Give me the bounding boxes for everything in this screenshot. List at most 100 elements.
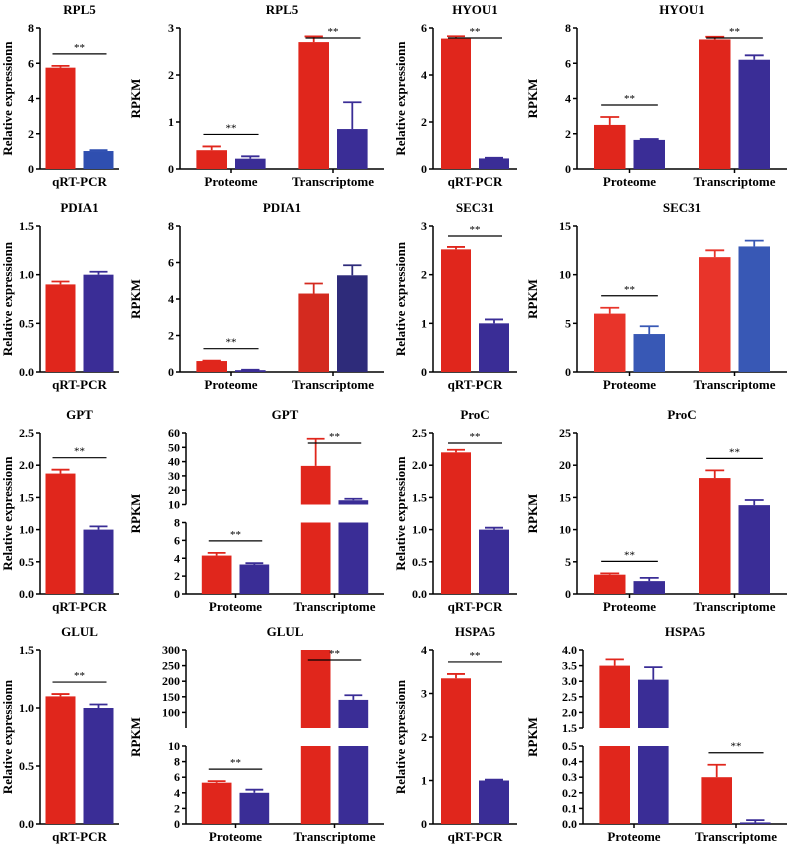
y-axis-label: RPKM bbox=[128, 494, 143, 534]
category-label: qRT-PCR bbox=[52, 829, 107, 844]
category-label: Proteome bbox=[209, 599, 262, 614]
category-label: qRT-PCR bbox=[448, 599, 503, 614]
bar bbox=[300, 465, 331, 505]
chart-rpl5-rpkm: RPL5 RPKM 0 1 2 3 Proteome ** Transcriptome ** bbox=[128, 2, 384, 189]
category-label: Proteome bbox=[204, 377, 257, 392]
significance-label: ** bbox=[470, 431, 481, 443]
y-tick-label: 0.5 bbox=[19, 555, 34, 569]
chart-title: GLUL bbox=[61, 624, 98, 639]
y-tick-label: 8 bbox=[168, 219, 174, 233]
category-label: Transcriptome bbox=[693, 174, 775, 189]
category-label: Transcriptome bbox=[293, 829, 375, 844]
bar bbox=[699, 257, 731, 372]
category-label: Proteome bbox=[603, 599, 656, 614]
bar bbox=[337, 129, 368, 169]
y-tick-label: 1 bbox=[168, 115, 174, 129]
category-label: Transcriptome bbox=[693, 377, 775, 392]
category-label: Transcriptome bbox=[693, 599, 775, 614]
y-axis-label: RPKM bbox=[128, 79, 143, 119]
bar bbox=[599, 746, 630, 824]
y-tick-label: 3 bbox=[421, 219, 427, 233]
bar bbox=[45, 473, 76, 594]
bar bbox=[298, 293, 329, 372]
y-tick-label: 1.5 bbox=[562, 721, 577, 735]
y-tick-label: 0.0 bbox=[19, 817, 34, 831]
bar bbox=[338, 699, 369, 728]
y-tick-label: 25 bbox=[559, 426, 571, 440]
significance-label: ** bbox=[624, 284, 635, 296]
bar bbox=[196, 150, 227, 169]
y-tick-label: 250 bbox=[162, 659, 180, 673]
y-axis-label: RPKM bbox=[525, 79, 540, 119]
chart-proc-rpkm: ProC RPKM 0 5 10 15 20 25 Proteome ** Transcriptom… bbox=[525, 407, 787, 614]
y-tick-label: 300 bbox=[162, 643, 180, 657]
y-tick-label: 20 bbox=[559, 458, 571, 472]
y-tick-label: 4 bbox=[421, 68, 427, 82]
y-tick-label: 6 bbox=[421, 21, 427, 35]
bar bbox=[633, 334, 665, 372]
y-axis-label: RPKM bbox=[128, 279, 143, 319]
category-label: Proteome bbox=[607, 829, 660, 844]
significance-label: ** bbox=[470, 650, 481, 662]
bar bbox=[699, 39, 731, 169]
y-tick-label: 1.5 bbox=[19, 643, 34, 657]
category-label: qRT-PCR bbox=[52, 377, 107, 392]
bar bbox=[201, 555, 232, 594]
y-tick-label: 2 bbox=[168, 329, 174, 343]
y-axis-label: Relative expressionn bbox=[0, 241, 15, 356]
y-axis-label: RPKM bbox=[525, 494, 540, 534]
y-tick-label: 0 bbox=[174, 587, 180, 601]
chart-title: SEC31 bbox=[663, 200, 701, 215]
significance-label: ** bbox=[729, 446, 740, 458]
bar bbox=[738, 59, 770, 169]
chart-title: SEC31 bbox=[456, 200, 494, 215]
bar bbox=[633, 581, 665, 594]
y-tick-label: 0 bbox=[565, 365, 571, 379]
bar bbox=[738, 505, 770, 594]
y-tick-label: 0.0 bbox=[562, 817, 577, 831]
y-tick-label: 0.3 bbox=[562, 770, 577, 784]
y-axis-label: RPKM bbox=[525, 717, 540, 757]
bar bbox=[479, 529, 509, 594]
chart-hyou1-qrt: HYOU1 Relative expressionn 0 2 4 6 qRT-PCR ** bbox=[393, 2, 517, 189]
y-tick-label: 15 bbox=[559, 219, 571, 233]
y-tick-label: 4 bbox=[565, 92, 571, 106]
y-tick-label: 15 bbox=[559, 490, 571, 504]
y-tick-label: 0.4 bbox=[562, 755, 577, 769]
y-tick-label: 0 bbox=[421, 817, 427, 831]
bar bbox=[594, 574, 626, 594]
significance-label: ** bbox=[329, 431, 340, 443]
bar bbox=[479, 780, 509, 824]
y-tick-label: 60 bbox=[168, 426, 180, 440]
chart-rpl5-qrt: RPL5 Relative expressionn 0 2 4 6 8 qRT-PCR ** bbox=[0, 2, 119, 189]
bar bbox=[300, 746, 331, 824]
y-tick-label: 2 bbox=[174, 801, 180, 815]
y-tick-label: 1.5 bbox=[19, 490, 34, 504]
chart-title: HSPA5 bbox=[455, 624, 496, 639]
bar bbox=[83, 151, 114, 169]
bar bbox=[441, 38, 471, 170]
y-tick-label: 1.5 bbox=[19, 219, 34, 233]
y-tick-label: 6 bbox=[168, 256, 174, 270]
bar bbox=[337, 275, 368, 372]
chart-title: ProC bbox=[460, 407, 489, 422]
significance-label: ** bbox=[328, 26, 339, 38]
significance-label: ** bbox=[731, 741, 742, 753]
significance-label: ** bbox=[624, 93, 635, 105]
y-tick-label: 2.5 bbox=[19, 426, 34, 440]
y-tick-label: 200 bbox=[162, 674, 180, 688]
y-tick-label: 2 bbox=[421, 115, 427, 129]
chart-title: RPL5 bbox=[266, 2, 299, 17]
bar bbox=[594, 313, 626, 372]
y-tick-label: 0.0 bbox=[19, 365, 34, 379]
y-tick-label: 20 bbox=[168, 483, 180, 497]
y-tick-label: 0.0 bbox=[412, 587, 427, 601]
y-tick-label: 10 bbox=[559, 268, 571, 282]
y-tick-label: 30 bbox=[168, 469, 180, 483]
y-tick-label: 4 bbox=[174, 551, 180, 565]
bar bbox=[235, 158, 266, 169]
y-tick-label: 2 bbox=[421, 268, 427, 282]
chart-title: PDIA1 bbox=[60, 200, 98, 215]
chart-title: PDIA1 bbox=[263, 200, 301, 215]
bar bbox=[338, 500, 369, 505]
